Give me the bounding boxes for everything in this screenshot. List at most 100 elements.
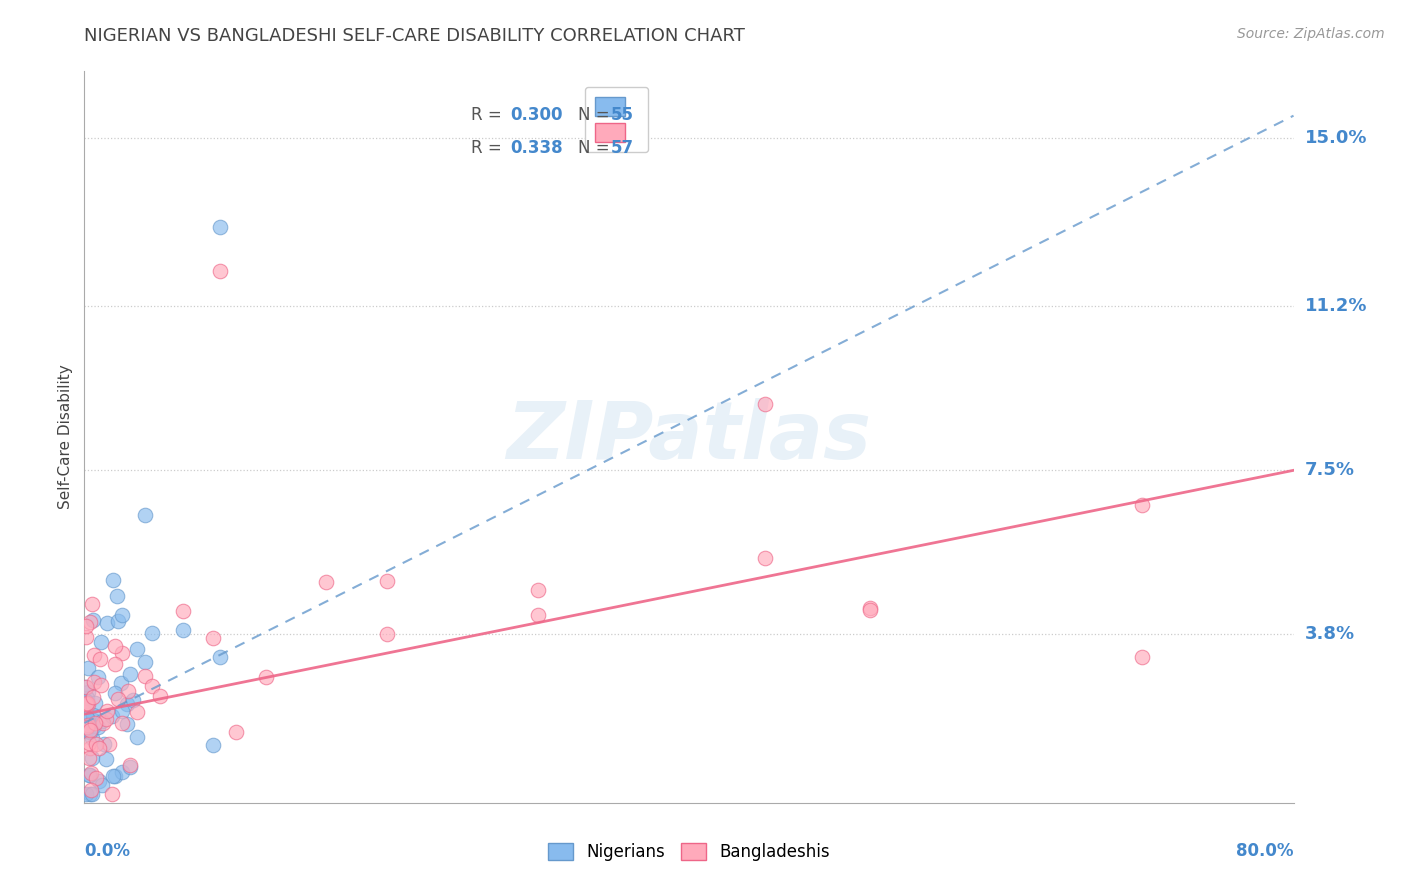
- Point: [76, 711, 98, 725]
- Point: [111, 646, 134, 660]
- Text: Source: ZipAtlas.com: Source: ZipAtlas.com: [1237, 27, 1385, 41]
- Point: [127, 730, 149, 744]
- Point: [75, 787, 97, 801]
- Point: [115, 698, 138, 712]
- Text: 3.8%: 3.8%: [1305, 625, 1355, 643]
- Point: [84, 716, 107, 731]
- Point: [76, 720, 98, 734]
- Point: [77, 660, 100, 674]
- Point: [82, 750, 104, 764]
- Text: N =: N =: [578, 106, 614, 124]
- Text: 55: 55: [610, 106, 633, 124]
- Point: [209, 649, 232, 664]
- Point: [84, 738, 107, 752]
- Point: [103, 769, 125, 783]
- Point: [90, 678, 112, 692]
- Text: NIGERIAN VS BANGLADESHI SELF-CARE DISABILITY CORRELATION CHART: NIGERIAN VS BANGLADESHI SELF-CARE DISABI…: [84, 27, 745, 45]
- Point: [76, 697, 98, 711]
- Text: 57: 57: [610, 139, 634, 157]
- Point: [172, 604, 194, 618]
- Point: [84, 696, 107, 710]
- Point: [76, 713, 98, 727]
- Text: 15.0%: 15.0%: [1305, 128, 1367, 147]
- Text: ZIPatlas: ZIPatlas: [506, 398, 872, 476]
- Point: [79, 787, 101, 801]
- Point: [118, 757, 141, 772]
- Point: [100, 708, 122, 723]
- Point: [87, 741, 110, 756]
- Point: [141, 625, 163, 640]
- Point: [82, 690, 104, 704]
- Point: [91, 714, 114, 729]
- Point: [94, 711, 117, 725]
- Point: [89, 651, 111, 665]
- Text: 7.5%: 7.5%: [1305, 461, 1354, 479]
- Point: [93, 715, 115, 730]
- Point: [79, 724, 101, 739]
- Point: [93, 737, 115, 751]
- Point: [76, 696, 98, 710]
- Point: [1130, 649, 1153, 664]
- Point: [80, 766, 103, 780]
- Point: [118, 666, 141, 681]
- Point: [118, 760, 141, 774]
- Point: [105, 589, 128, 603]
- Point: [75, 619, 97, 633]
- Point: [103, 573, 125, 587]
- Point: [77, 684, 100, 698]
- Point: [111, 764, 134, 779]
- Text: R =: R =: [471, 139, 508, 157]
- Point: [90, 635, 112, 649]
- Point: [115, 717, 138, 731]
- Point: [107, 614, 129, 628]
- Point: [201, 631, 224, 645]
- Point: [79, 768, 101, 782]
- Text: 0.0%: 0.0%: [84, 842, 131, 860]
- Point: [79, 723, 101, 738]
- Point: [75, 680, 97, 694]
- Point: [80, 782, 103, 797]
- Point: [77, 717, 100, 731]
- Point: [149, 689, 172, 703]
- Point: [754, 550, 776, 565]
- Point: [77, 750, 100, 764]
- Point: [127, 706, 149, 720]
- Text: 0.300: 0.300: [510, 106, 562, 124]
- Point: [111, 715, 134, 730]
- Point: [83, 648, 105, 663]
- Text: 11.2%: 11.2%: [1305, 297, 1367, 315]
- Point: [91, 778, 114, 792]
- Point: [75, 723, 97, 738]
- Point: [104, 686, 127, 700]
- Point: [79, 615, 101, 630]
- Point: [96, 705, 118, 719]
- Point: [225, 725, 247, 739]
- Point: [859, 600, 882, 615]
- Point: [104, 639, 127, 653]
- Point: [375, 627, 398, 641]
- Point: [98, 737, 121, 751]
- Point: [77, 767, 100, 781]
- Text: 0.338: 0.338: [510, 139, 562, 157]
- Point: [104, 769, 127, 783]
- Point: [111, 608, 134, 623]
- Text: 80.0%: 80.0%: [1236, 842, 1294, 860]
- Point: [75, 630, 97, 644]
- Point: [82, 598, 104, 612]
- Point: [79, 741, 101, 756]
- Point: [82, 707, 104, 722]
- Point: [83, 719, 105, 733]
- Text: R =: R =: [471, 106, 508, 124]
- Point: [127, 641, 149, 656]
- Point: [134, 669, 156, 683]
- Point: [134, 508, 156, 522]
- Point: [75, 694, 97, 708]
- Point: [82, 713, 104, 727]
- Point: [111, 704, 134, 718]
- Point: [134, 655, 156, 669]
- Point: [527, 582, 550, 597]
- Point: [76, 691, 98, 706]
- Point: [141, 679, 163, 693]
- Point: [96, 616, 118, 631]
- Point: [87, 670, 110, 684]
